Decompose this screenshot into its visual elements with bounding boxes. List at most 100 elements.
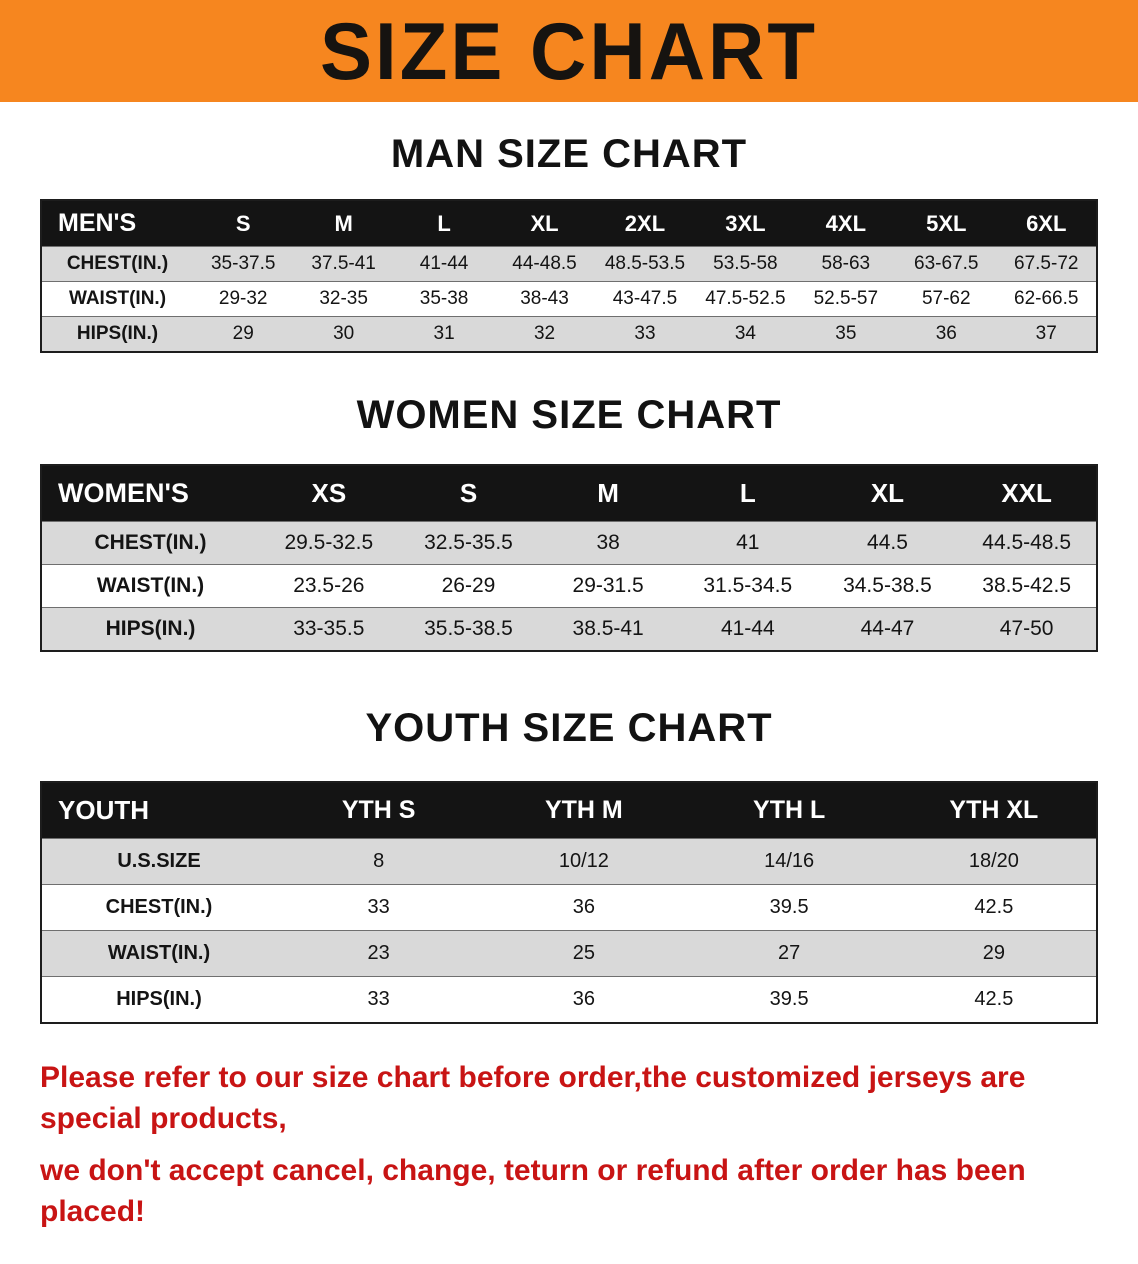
women-header-row: WOMEN'S XS S M L XL XXL xyxy=(41,465,1097,522)
men-size-column-header: S xyxy=(193,200,294,247)
youth-size-column-header: YTH XL xyxy=(891,782,1097,839)
women-size-column-header: S xyxy=(398,465,539,522)
size-value-cell: 34 xyxy=(695,316,796,352)
size-value-cell: 38-43 xyxy=(494,281,595,317)
notice-line-1: Please refer to our size chart before or… xyxy=(40,1061,1026,1135)
table-row: CHEST(IN.) 35-37.5 37.5-41 41-44 44-48.5 48.5… xyxy=(41,246,1097,282)
size-value-cell: 33 xyxy=(276,976,482,1023)
row-label: CHEST(IN.) xyxy=(41,246,193,282)
table-row: WAIST(IN.) 23.5-26 26-29 29-31.5 31.5-34.5 34… xyxy=(41,564,1097,608)
size-value-cell: 36 xyxy=(481,884,687,931)
size-value-cell: 37.5-41 xyxy=(293,246,394,282)
page-title: SIZE CHART xyxy=(320,5,818,97)
men-size-column-header: 5XL xyxy=(896,200,997,247)
size-value-cell: 67.5-72 xyxy=(996,246,1097,282)
size-value-cell: 30 xyxy=(293,316,394,352)
size-value-cell: 36 xyxy=(896,316,997,352)
size-value-cell: 23.5-26 xyxy=(259,564,399,608)
youth-header-row: YOUTH YTH S YTH M YTH L YTH XL xyxy=(41,782,1097,839)
row-label: HIPS(IN.) xyxy=(41,607,259,651)
men-size-section: MAN SIZE CHART MEN'S S M L XL 2XL 3XL 4XL 5XL 6XL… xyxy=(0,132,1138,353)
size-value-cell: 58-63 xyxy=(795,246,897,282)
women-size-column-header: XS xyxy=(259,465,399,522)
size-value-cell: 10/12 xyxy=(481,838,687,885)
men-size-column-header: L xyxy=(393,200,495,247)
size-value-cell: 38 xyxy=(538,521,678,565)
size-value-cell: 43-47.5 xyxy=(594,281,696,317)
size-value-cell: 41 xyxy=(677,521,818,565)
men-size-column-header: M xyxy=(293,200,394,247)
size-value-cell: 29 xyxy=(193,316,294,352)
men-table-title-cell: MEN'S xyxy=(41,200,193,247)
table-row: U.S.SIZE 8 10/12 14/16 18/20 xyxy=(41,838,1097,885)
size-value-cell: 42.5 xyxy=(891,884,1097,931)
size-value-cell: 29 xyxy=(891,930,1097,977)
size-value-cell: 38.5-42.5 xyxy=(957,564,1097,608)
men-section-heading: MAN SIZE CHART xyxy=(390,132,748,176)
size-value-cell: 57-62 xyxy=(896,281,997,317)
size-value-cell: 38.5-41 xyxy=(538,607,678,651)
size-value-cell: 35 xyxy=(795,316,897,352)
banner: SIZE CHART xyxy=(0,0,1138,102)
size-value-cell: 41-44 xyxy=(677,607,818,651)
size-value-cell: 44-47 xyxy=(817,607,958,651)
notice-line-2: we don't accept cancel, change, teturn o… xyxy=(40,1154,1026,1228)
men-size-table-wrap: MEN'S S M L XL 2XL 3XL 4XL 5XL 6XL CHEST(IN.) 35-37… xyxy=(0,199,1138,353)
size-value-cell: 62-66.5 xyxy=(996,281,1097,317)
size-value-cell: 35-37.5 xyxy=(193,246,294,282)
size-value-cell: 29-32 xyxy=(193,281,294,317)
size-value-cell: 39.5 xyxy=(686,976,892,1023)
size-value-cell: 33 xyxy=(276,884,482,931)
youth-table-title-cell: YOUTH xyxy=(41,782,276,839)
size-value-cell: 47-50 xyxy=(957,607,1097,651)
size-value-cell: 29.5-32.5 xyxy=(259,521,399,565)
size-value-cell: 41-44 xyxy=(393,246,495,282)
row-label: CHEST(IN.) xyxy=(41,884,276,931)
women-size-column-header: XXL xyxy=(957,465,1097,522)
size-value-cell: 32.5-35.5 xyxy=(398,521,539,565)
size-value-cell: 14/16 xyxy=(686,838,892,885)
size-value-cell: 33-35.5 xyxy=(259,607,399,651)
size-value-cell: 18/20 xyxy=(891,838,1097,885)
size-value-cell: 34.5-38.5 xyxy=(817,564,958,608)
youth-size-column-header: YTH L xyxy=(686,782,892,839)
youth-size-section: YOUTH SIZE CHART YOUTH YTH S YTH M YTH L YTH… xyxy=(0,706,1138,1024)
youth-size-column-header: YTH M xyxy=(481,782,687,839)
row-label: HIPS(IN.) xyxy=(41,976,276,1023)
women-size-section: WOMEN SIZE CHART WOMEN'S XS S M L XL XXL CHEST(… xyxy=(0,393,1138,652)
size-value-cell: 29-31.5 xyxy=(538,564,678,608)
men-size-column-header: 4XL xyxy=(795,200,897,247)
row-label: WAIST(IN.) xyxy=(41,281,193,317)
table-row: HIPS(IN.) 33 36 39.5 42.5 xyxy=(41,976,1097,1023)
size-value-cell: 39.5 xyxy=(686,884,892,931)
size-value-cell: 8 xyxy=(276,838,482,885)
women-table-title-cell: WOMEN'S xyxy=(41,465,259,522)
size-value-cell: 31.5-34.5 xyxy=(677,564,818,608)
women-section-heading: WOMEN SIZE CHART xyxy=(356,393,782,437)
row-label: U.S.SIZE xyxy=(41,838,276,885)
size-value-cell: 53.5-58 xyxy=(695,246,796,282)
size-value-cell: 47.5-52.5 xyxy=(695,281,796,317)
size-value-cell: 31 xyxy=(393,316,495,352)
size-value-cell: 32 xyxy=(494,316,595,352)
size-value-cell: 23 xyxy=(276,930,482,977)
size-value-cell: 32-35 xyxy=(293,281,394,317)
men-size-table: MEN'S S M L XL 2XL 3XL 4XL 5XL 6XL CHEST(IN.) 35-37… xyxy=(40,199,1098,353)
size-value-cell: 44.5-48.5 xyxy=(957,521,1097,565)
size-value-cell: 63-67.5 xyxy=(896,246,997,282)
women-size-column-header: M xyxy=(538,465,678,522)
men-size-column-header: 3XL xyxy=(695,200,796,247)
men-size-column-header: XL xyxy=(494,200,595,247)
women-size-column-header: XL xyxy=(817,465,958,522)
size-value-cell: 33 xyxy=(594,316,696,352)
size-value-cell: 48.5-53.5 xyxy=(594,246,696,282)
youth-size-column-header: YTH S xyxy=(276,782,482,839)
youth-size-table-wrap: YOUTH YTH S YTH M YTH L YTH XL U.S.SIZE 8 10/12… xyxy=(0,781,1138,1024)
row-label: CHEST(IN.) xyxy=(41,521,259,565)
size-value-cell: 37 xyxy=(996,316,1097,352)
table-row: CHEST(IN.) 33 36 39.5 42.5 xyxy=(41,884,1097,931)
row-label: WAIST(IN.) xyxy=(41,930,276,977)
size-value-cell: 26-29 xyxy=(398,564,539,608)
table-row: HIPS(IN.) 29 30 31 32 33 34 35 36 37 xyxy=(41,316,1097,352)
